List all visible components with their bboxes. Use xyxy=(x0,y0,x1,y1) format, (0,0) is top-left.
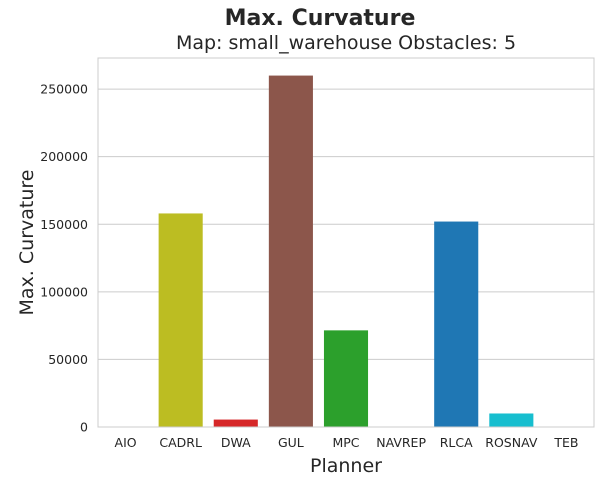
y-tick-label: 0 xyxy=(80,420,88,435)
y-tick-label: 250000 xyxy=(40,82,88,97)
x-tick-labels: AIO CADRL DWA GUL MPC NAVREP RLCA ROSNAV TEB xyxy=(115,435,579,450)
bar-mpc xyxy=(323,330,369,427)
x-tick-label: ROSNAV xyxy=(485,435,538,450)
x-tick-label: NAVREP xyxy=(376,435,426,450)
y-tick-label: 200000 xyxy=(40,149,88,164)
x-tick-label: MPC xyxy=(332,435,359,450)
bars xyxy=(158,75,534,428)
y-tick-label: 150000 xyxy=(40,217,88,232)
x-tick-label: AIO xyxy=(115,435,137,450)
x-tick-label: RLCA xyxy=(440,435,473,450)
y-axis-label: Max. Curvature xyxy=(16,170,38,316)
y-tick-label: 100000 xyxy=(40,284,88,299)
y-tick-label: 50000 xyxy=(48,352,88,367)
bar-cadrl xyxy=(158,213,203,427)
x-tick-label: TEB xyxy=(553,435,578,450)
plot-frame xyxy=(97,57,595,428)
x-axis-label: Planner xyxy=(310,455,382,477)
x-tick-label: CADRL xyxy=(159,435,202,450)
bar-dwa xyxy=(213,419,258,427)
bar-gul xyxy=(268,75,313,428)
chart-title: Map: small_warehouse Obstacles: 5 xyxy=(175,32,517,54)
bar-rosnav xyxy=(489,413,534,427)
y-tick-labels: 0 50000 100000 150000 200000 250000 xyxy=(40,82,88,435)
x-tick-label: GUL xyxy=(278,435,304,450)
chart-suptitle: Max. Curvature xyxy=(224,6,416,31)
bar-rlca xyxy=(434,221,479,427)
x-tick-label: DWA xyxy=(221,435,251,450)
